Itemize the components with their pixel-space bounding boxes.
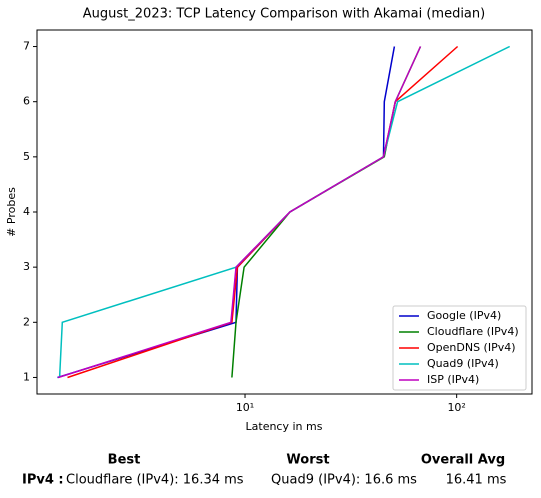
- series-line: [57, 46, 396, 379]
- legend-label: OpenDNS (IPv4): [427, 341, 516, 354]
- header-worst: Worst: [286, 453, 329, 468]
- legend-label: Cloudflare (IPv4): [427, 325, 519, 338]
- plot-frame: [36, 29, 533, 395]
- x-tick-label: 10¹: [236, 401, 254, 414]
- header-avg: Overall Avg: [421, 453, 505, 468]
- avg-value: 16.41 ms: [446, 473, 507, 488]
- y-tick-label: 1: [23, 370, 30, 383]
- series-line: [231, 46, 422, 378]
- x-tick-label: 10²: [447, 401, 465, 414]
- legend-label: Google (IPv4): [427, 309, 501, 322]
- legend-box: [392, 305, 527, 391]
- y-tick-label: 2: [23, 315, 30, 328]
- x-axis-label: Latency in ms: [246, 420, 323, 433]
- series-line: [57, 46, 422, 379]
- best-value: Cloudflare (IPv4): 16.34 ms: [66, 473, 244, 488]
- y-tick-label: 6: [23, 95, 30, 108]
- y-tick-label: 5: [23, 150, 30, 163]
- legend-label: ISP (IPv4): [427, 373, 479, 386]
- y-tick-label: 4: [23, 205, 30, 218]
- legend-label: Quad9 (IPv4): [427, 357, 499, 370]
- y-tick-label: 7: [23, 40, 30, 53]
- worst-value: Quad9 (IPv4): 16.6 ms: [271, 473, 417, 488]
- y-tick-label: 3: [23, 260, 30, 273]
- y-axis-label: # Probes: [5, 187, 18, 237]
- row-label: IPv4 :: [22, 473, 64, 488]
- chart-title: August_2023: TCP Latency Comparison with…: [83, 7, 485, 22]
- header-best: Best: [108, 453, 141, 468]
